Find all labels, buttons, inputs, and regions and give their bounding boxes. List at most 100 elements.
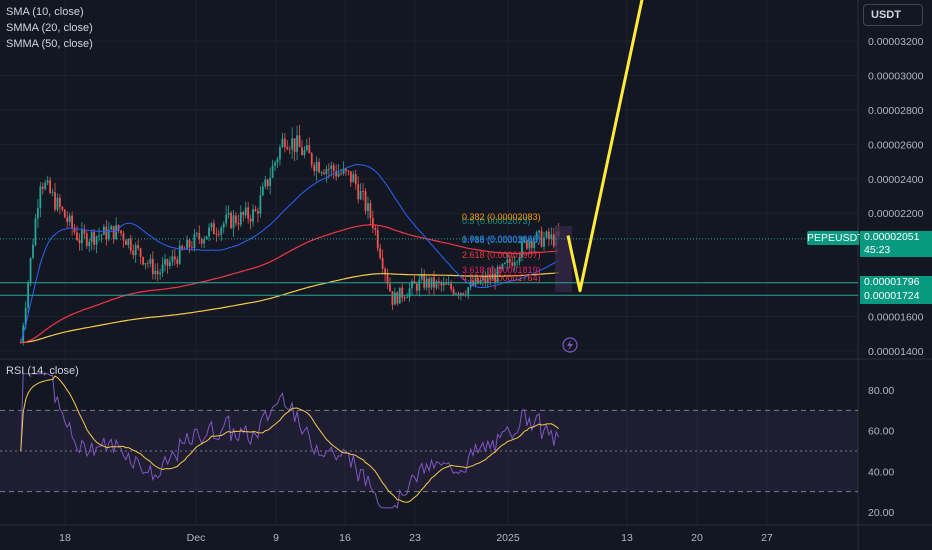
candle-body — [247, 207, 250, 219]
candle-body — [125, 240, 127, 245]
candle-body — [266, 179, 269, 187]
time-tick: 20 — [691, 532, 703, 544]
candle-body — [41, 186, 44, 189]
candle-body — [56, 197, 59, 210]
candle-body — [403, 297, 406, 299]
candle-body — [452, 289, 455, 295]
candle-body — [32, 244, 34, 258]
candle-body — [318, 161, 320, 173]
candle-body — [513, 262, 516, 266]
candle-body — [203, 239, 206, 244]
candle-body — [213, 223, 215, 235]
candle-body — [120, 230, 122, 234]
price-axis[interactable]: 0.00003200 0.00003000 0.00002800 0.00002600… — [868, 36, 924, 519]
candle-body — [371, 218, 374, 228]
candle-body — [384, 268, 386, 275]
candle-body — [188, 239, 191, 248]
candle-body — [467, 287, 470, 295]
candle-body — [548, 231, 550, 239]
rsi-fill — [0, 410, 858, 492]
candle-body — [61, 206, 64, 210]
rsi-label[interactable]: RSI (14, close) — [6, 365, 79, 377]
candle-body — [274, 162, 276, 166]
legend-sma[interactable]: SMA (10, close) — [6, 6, 84, 18]
candle-body — [46, 180, 49, 183]
projection-path[interactable] — [566, 0, 644, 293]
candle-body — [459, 293, 462, 296]
candle-body — [530, 240, 533, 248]
legend-smma50[interactable]: SMMA (50, close) — [6, 38, 93, 50]
price-tick: 0.00003200 — [868, 36, 924, 48]
candle-body — [29, 257, 32, 283]
candle-body — [288, 149, 291, 150]
candle-body — [540, 230, 543, 247]
candle-body — [376, 229, 379, 249]
candle-body — [264, 179, 267, 187]
candle-body — [198, 233, 201, 240]
price-tick: 0.00002600 — [868, 139, 924, 151]
candle-body — [445, 283, 448, 285]
candle-body — [171, 256, 174, 262]
lightning-icon[interactable] — [562, 337, 578, 353]
candle-body — [239, 212, 242, 225]
candle-body — [244, 207, 247, 216]
candle-body — [415, 283, 418, 291]
time-tick: 9 — [273, 532, 279, 544]
candle-body — [76, 232, 78, 240]
fib-zone — [555, 226, 572, 292]
candle-body — [227, 212, 230, 215]
candle-body — [418, 279, 421, 291]
candle-body — [220, 227, 223, 235]
candle-body — [506, 259, 509, 263]
horizontal-levels[interactable] — [0, 238, 858, 296]
candle-body — [420, 274, 423, 280]
legend-smma20[interactable]: SMMA (20, close) — [6, 22, 93, 34]
rsi-tick: 80.00 — [868, 385, 894, 397]
countdown: 45:23 — [864, 244, 891, 256]
candle-body — [364, 191, 367, 211]
candle-body — [354, 174, 357, 185]
candle-body — [95, 236, 98, 245]
candle-body — [340, 173, 342, 174]
candle-body — [474, 277, 477, 286]
candle-body — [552, 234, 555, 247]
candle-body — [259, 195, 262, 214]
candle-body — [521, 240, 523, 258]
time-tick: 27 — [761, 532, 773, 544]
candle-body — [151, 258, 154, 275]
candle-body — [401, 287, 404, 298]
candle-body — [103, 226, 105, 235]
candle-body — [335, 170, 338, 177]
candle-body — [200, 239, 203, 244]
candle-body — [137, 245, 140, 249]
currency-button[interactable]: USDT — [863, 4, 923, 26]
fib-extension: 0.786 (0.00002040)1.618 (0.00001993)2.61… — [462, 212, 572, 292]
rsi-band — [0, 409, 858, 493]
candle-body — [489, 274, 492, 280]
candle-body — [166, 259, 169, 266]
last-price-tag: 0.00002051 45:23 — [860, 231, 932, 257]
level2-tag: 0.00001724 — [860, 290, 932, 304]
candle-body — [523, 240, 526, 242]
projection-line — [566, 0, 644, 293]
candle-body — [93, 232, 96, 245]
moving-averages — [20, 164, 559, 344]
candle-body — [494, 273, 497, 283]
candle-body — [528, 240, 531, 249]
time-axis[interactable]: 18 Dec 9 16 23 2025 13 20 27 — [59, 532, 773, 544]
candle-body — [132, 250, 135, 256]
candle-body — [391, 291, 394, 305]
candle-body — [83, 230, 86, 234]
candle-body — [310, 153, 313, 165]
time-tick: Dec — [187, 532, 206, 544]
candle-body — [396, 292, 399, 304]
candle-body — [349, 171, 352, 183]
candle-body — [374, 227, 377, 230]
time-tick: 23 — [409, 532, 421, 544]
candle-body — [411, 281, 413, 289]
candle-body — [462, 293, 465, 295]
candle-body — [516, 261, 519, 263]
candle-body — [51, 192, 54, 194]
